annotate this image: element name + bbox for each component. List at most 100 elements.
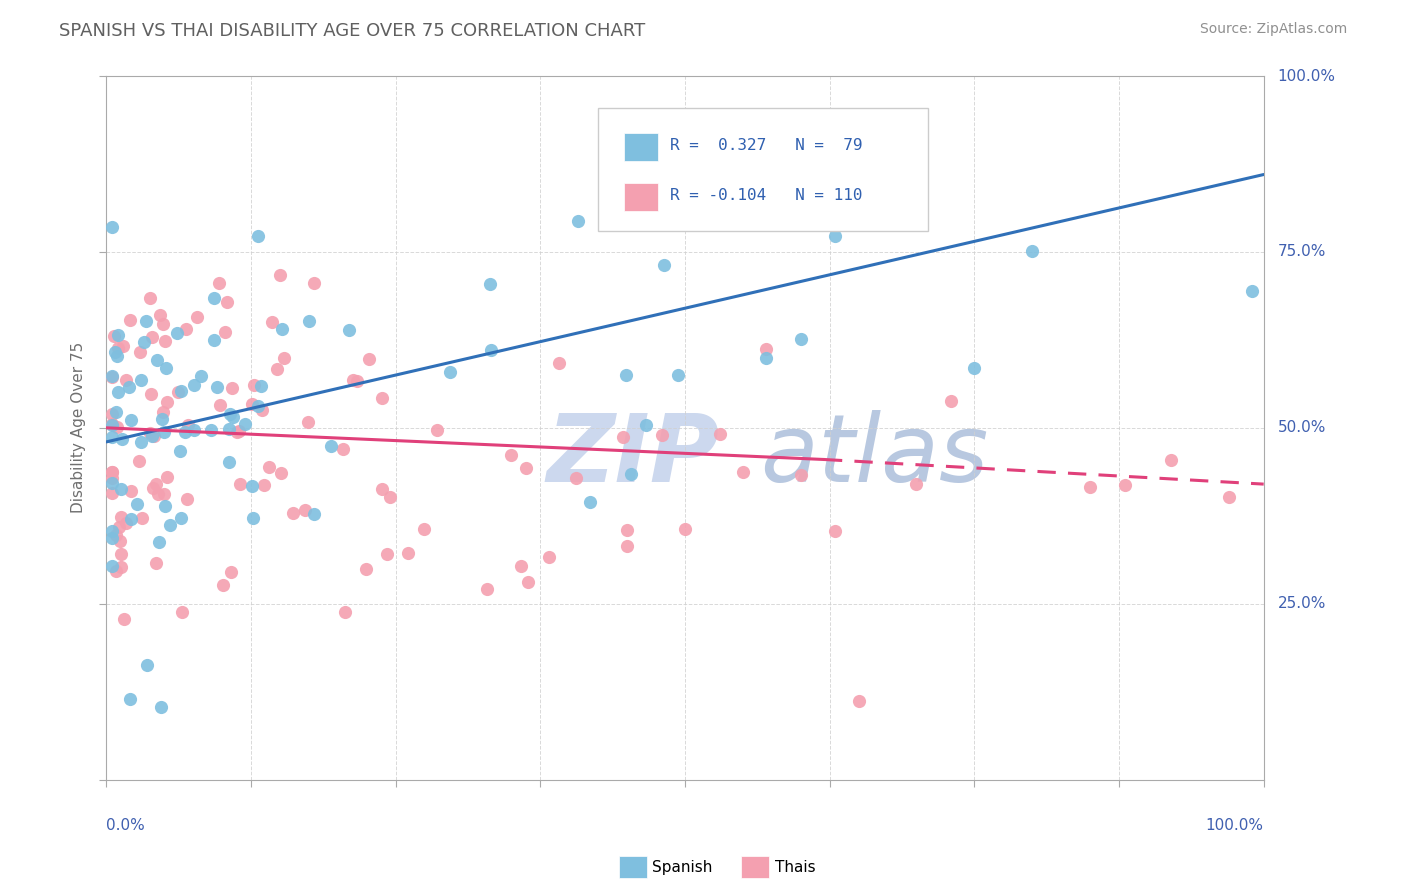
Point xyxy=(229,477,252,491)
Point xyxy=(190,368,212,383)
Point xyxy=(790,467,813,482)
Point xyxy=(515,460,537,475)
FancyBboxPatch shape xyxy=(624,133,658,161)
Text: Thais: Thais xyxy=(775,860,815,874)
Point xyxy=(115,516,138,530)
Point xyxy=(755,351,778,365)
Point xyxy=(101,475,124,490)
Point xyxy=(128,454,150,468)
Point xyxy=(247,229,270,244)
Point xyxy=(118,380,141,394)
Point xyxy=(131,434,153,449)
Point xyxy=(219,566,242,580)
Point xyxy=(356,561,378,575)
Point xyxy=(1218,490,1240,504)
Point xyxy=(200,424,222,438)
Point xyxy=(146,353,169,368)
Point xyxy=(183,424,205,438)
Point xyxy=(579,495,602,509)
Point xyxy=(337,323,360,337)
Point xyxy=(564,470,586,484)
Point xyxy=(145,476,167,491)
Point xyxy=(567,214,589,228)
Point xyxy=(132,334,155,349)
Point xyxy=(120,483,142,498)
Point xyxy=(616,539,638,553)
Point xyxy=(375,547,398,561)
Point xyxy=(321,439,343,453)
Point xyxy=(142,481,165,495)
Point xyxy=(101,532,124,546)
Point xyxy=(616,523,638,537)
Point xyxy=(169,444,191,458)
Point xyxy=(848,694,870,708)
Point xyxy=(152,405,174,419)
Point xyxy=(218,455,240,469)
Point xyxy=(148,487,170,501)
Point xyxy=(636,417,658,432)
Point xyxy=(281,506,304,520)
Point xyxy=(202,333,225,347)
Point xyxy=(614,368,637,383)
Point xyxy=(208,277,231,291)
Point xyxy=(941,394,963,409)
Point xyxy=(148,535,170,549)
Point xyxy=(128,345,150,359)
Point xyxy=(240,479,263,493)
Point xyxy=(271,322,294,336)
Point xyxy=(731,465,754,479)
Point xyxy=(101,486,124,500)
Point xyxy=(475,582,498,596)
Point xyxy=(202,291,225,305)
Point xyxy=(260,315,283,329)
Point xyxy=(104,565,127,579)
Point xyxy=(107,328,129,343)
Point xyxy=(396,546,419,560)
Point xyxy=(709,427,731,442)
Point xyxy=(219,407,242,421)
Text: ZIP: ZIP xyxy=(546,410,718,502)
Point xyxy=(790,333,813,347)
Text: 25.0%: 25.0% xyxy=(1278,596,1326,611)
Point xyxy=(101,465,124,479)
Point xyxy=(120,512,142,526)
Y-axis label: Disability Age Over 75: Disability Age Over 75 xyxy=(72,343,86,514)
Point xyxy=(346,374,368,388)
Point xyxy=(104,345,127,359)
Point xyxy=(222,410,245,425)
Text: 0.0%: 0.0% xyxy=(107,818,145,833)
Point xyxy=(302,507,325,521)
Point xyxy=(1114,478,1136,492)
Point xyxy=(152,487,174,501)
Point xyxy=(228,425,250,439)
Point xyxy=(824,229,846,244)
Point xyxy=(243,377,266,392)
Text: 100.0%: 100.0% xyxy=(1206,818,1264,833)
Point xyxy=(252,478,274,492)
Point xyxy=(378,490,401,504)
Point xyxy=(247,400,270,414)
Point xyxy=(538,550,561,565)
Point xyxy=(612,430,634,444)
Point xyxy=(112,612,135,626)
Point xyxy=(479,343,502,357)
Point xyxy=(104,527,127,541)
Point xyxy=(211,578,233,592)
Point xyxy=(110,560,132,574)
Point xyxy=(963,361,986,376)
Point xyxy=(105,405,128,419)
Point xyxy=(905,187,928,202)
Point xyxy=(153,334,176,349)
Point xyxy=(103,329,125,343)
Point xyxy=(111,432,134,446)
Point xyxy=(186,310,208,324)
Point xyxy=(215,295,238,310)
Point xyxy=(298,314,321,328)
Point xyxy=(159,518,181,533)
Point xyxy=(208,398,231,412)
Text: atlas: atlas xyxy=(761,410,988,501)
Point xyxy=(135,314,157,328)
Point xyxy=(426,423,449,437)
Point xyxy=(101,220,124,235)
Point xyxy=(110,483,132,497)
